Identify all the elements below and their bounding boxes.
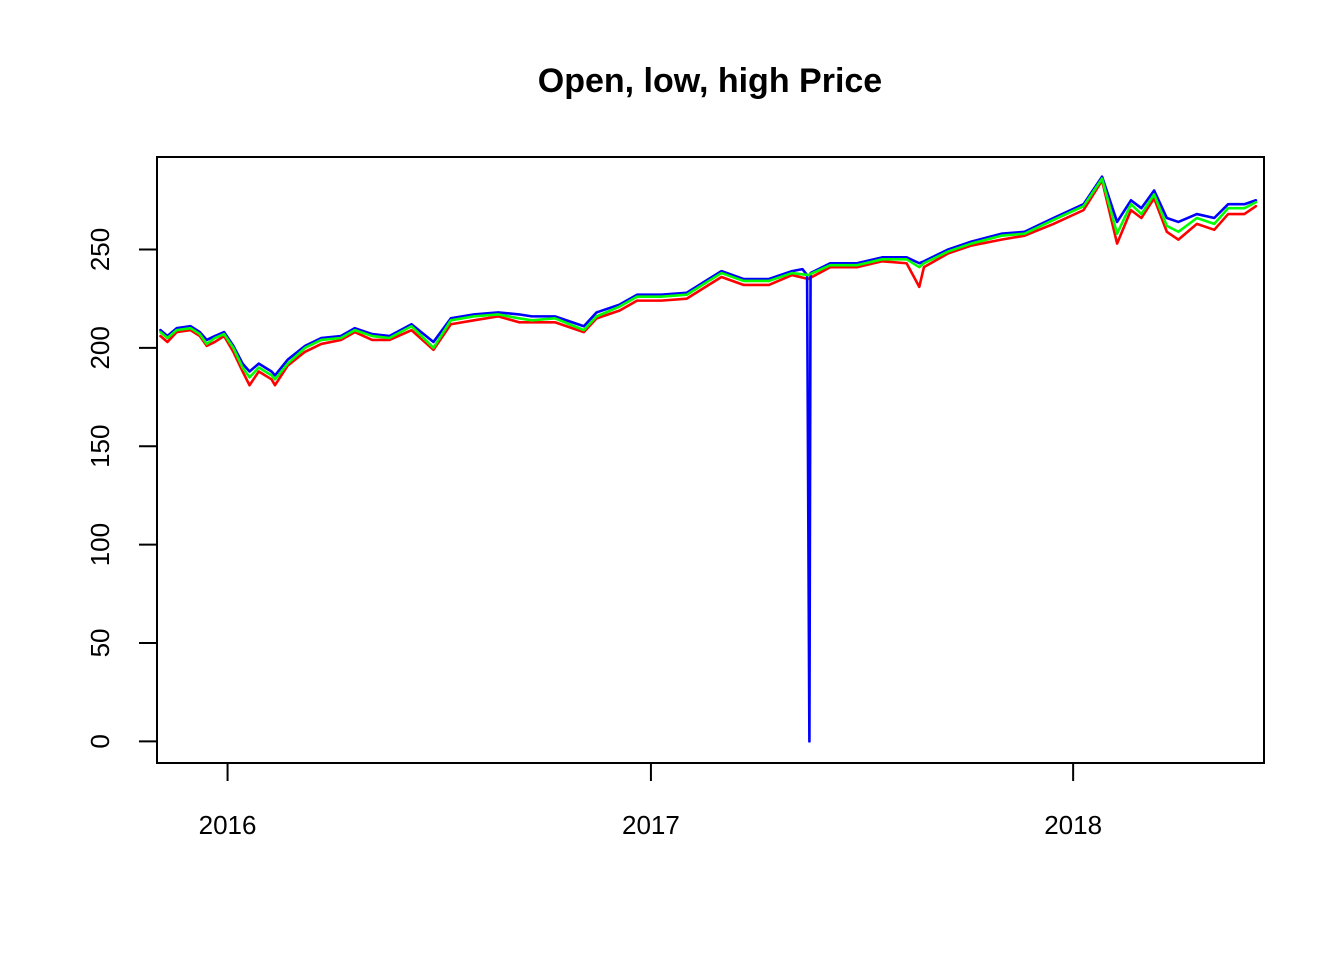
series-layer [159,175,1258,743]
series-line-1 [159,175,1258,743]
x-axis: 2016 2017 2018 [199,762,1102,840]
x-tick-label: 2016 [199,810,257,840]
chart-title: Open, low, high Price [538,62,882,100]
series-line-0 [159,179,1258,387]
series-line-2 [159,177,1258,381]
y-axis: 0 50 100 150 200 250 [85,228,158,749]
y-tick-label: 100 [85,523,115,566]
x-tick-label: 2017 [622,810,680,840]
y-tick-label: 250 [85,228,115,271]
y-tick-label: 0 [85,734,115,748]
y-tick-label: 150 [85,425,115,468]
y-tick-label: 50 [85,629,115,658]
x-tick-label: 2018 [1044,810,1102,840]
y-tick-label: 200 [85,326,115,369]
plot-frame [156,156,1265,764]
